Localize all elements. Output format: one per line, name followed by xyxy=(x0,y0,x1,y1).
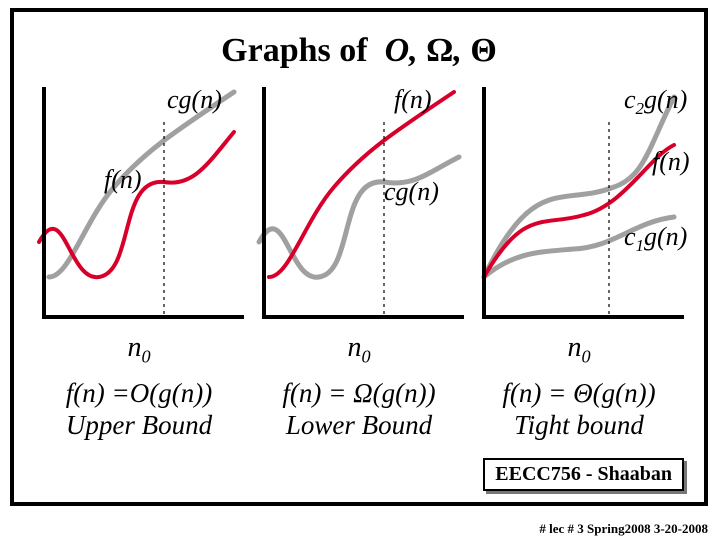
caption-line1: f(n) = Θ(g(n)) xyxy=(502,378,655,408)
curve-label: c1g(n) xyxy=(624,222,687,256)
n0-label: n0 xyxy=(254,332,464,372)
curve-label: f(n) xyxy=(394,85,432,115)
n0-row: n0 n0 n0 xyxy=(34,332,684,372)
caption-line2: Lower Bound xyxy=(254,409,464,441)
caption-big-o: f(n) =O(g(n)) Upper Bound xyxy=(34,377,244,442)
panels-row: cg(n) f(n) f(n) cg(n) c2g(n)f(n)c1g(n) xyxy=(34,87,684,322)
caption-line1: f(n) = Ω(g(n)) xyxy=(282,378,435,408)
n0-label: n0 xyxy=(34,332,244,372)
caption-omega: f(n) = Ω(g(n)) Lower Bound xyxy=(254,377,464,442)
slide-frame: Graphs of O, Ω, Θ cg(n) f(n) f(n) cg(n) c2… xyxy=(10,8,708,506)
footer-box: EECC756 - Shaaban xyxy=(483,458,684,491)
panel-big-o: cg(n) f(n) xyxy=(34,87,244,322)
curve-label: cg(n) xyxy=(384,177,439,207)
slide-title: Graphs of O, Ω, Θ xyxy=(14,32,704,70)
panel-theta: c2g(n)f(n)c1g(n) xyxy=(474,87,684,322)
panel-omega: f(n) cg(n) xyxy=(254,87,464,322)
caption-line1: f(n) =O(g(n)) xyxy=(66,378,212,408)
caption-theta: f(n) = Θ(g(n)) Tight bound xyxy=(474,377,684,442)
curve-label: f(n) xyxy=(652,147,690,177)
caption-line2: Tight bound xyxy=(474,409,684,441)
curve-label: cg(n) xyxy=(167,85,222,115)
curve-label: f(n) xyxy=(104,165,142,195)
sub-footer: # lec # 3 Spring2008 3-20-2008 xyxy=(539,521,708,537)
curve-label: c2g(n) xyxy=(624,85,687,119)
captions-row: f(n) =O(g(n)) Upper Bound f(n) = Ω(g(n))… xyxy=(34,377,684,442)
caption-line2: Upper Bound xyxy=(34,409,244,441)
n0-label: n0 xyxy=(474,332,684,372)
